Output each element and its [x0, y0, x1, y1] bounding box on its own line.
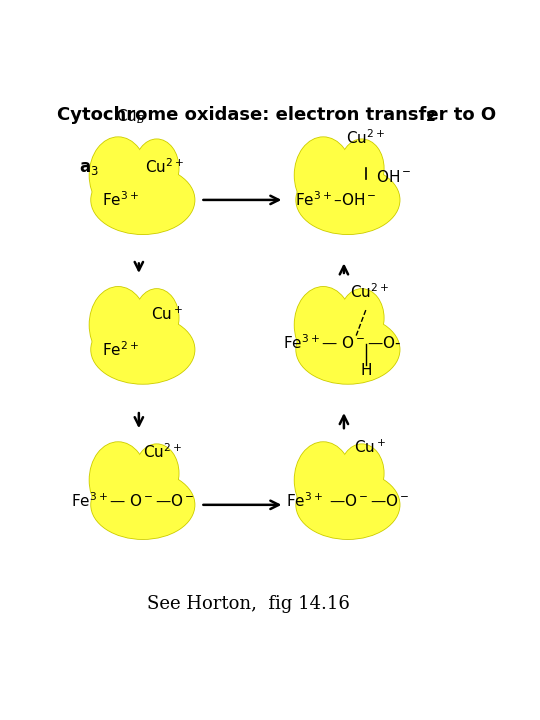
- Circle shape: [135, 140, 179, 197]
- Circle shape: [135, 289, 179, 347]
- Circle shape: [90, 138, 147, 213]
- Ellipse shape: [91, 471, 194, 539]
- Circle shape: [135, 289, 179, 347]
- Circle shape: [135, 444, 179, 503]
- Text: Cu$_B$: Cu$_B$: [116, 107, 145, 126]
- Ellipse shape: [91, 166, 194, 234]
- Text: Fe$^{2+}$: Fe$^{2+}$: [103, 341, 139, 359]
- Ellipse shape: [91, 166, 194, 234]
- Ellipse shape: [296, 315, 400, 384]
- Circle shape: [295, 287, 352, 363]
- Circle shape: [295, 287, 352, 363]
- Circle shape: [90, 442, 147, 518]
- Text: Cu$^+$: Cu$^+$: [354, 438, 386, 456]
- Circle shape: [90, 287, 147, 363]
- Text: H: H: [360, 363, 372, 378]
- Text: Fe$^{3+}$— O$^-$—O-: Fe$^{3+}$— O$^-$—O-: [283, 333, 401, 352]
- Text: Cytochrome oxidase: electron transfer to O: Cytochrome oxidase: electron transfer to…: [57, 106, 496, 124]
- Text: Cu$^{2+}$: Cu$^{2+}$: [145, 158, 184, 176]
- Circle shape: [295, 138, 352, 213]
- Text: Cu$^{2+}$: Cu$^{2+}$: [143, 442, 183, 461]
- Circle shape: [295, 138, 352, 213]
- Text: Fe$^{3+}$: Fe$^{3+}$: [103, 191, 139, 210]
- Ellipse shape: [296, 166, 400, 234]
- Text: OH$^-$: OH$^-$: [376, 169, 411, 185]
- Circle shape: [295, 442, 352, 518]
- Text: Fe$^{3+}$ —O$^-$—O$^-$: Fe$^{3+}$ —O$^-$—O$^-$: [286, 492, 410, 510]
- Text: Cu$^{2+}$: Cu$^{2+}$: [350, 282, 389, 301]
- Circle shape: [340, 289, 384, 347]
- Ellipse shape: [91, 315, 194, 384]
- Text: 2: 2: [426, 109, 435, 124]
- Text: Fe$^{3+}$— O$^-$—O$^-$: Fe$^{3+}$— O$^-$—O$^-$: [71, 492, 195, 510]
- Text: $\mathbf{a}_3$: $\mathbf{a}_3$: [79, 159, 99, 177]
- Circle shape: [340, 140, 384, 197]
- Circle shape: [295, 442, 352, 518]
- Ellipse shape: [296, 471, 400, 539]
- Ellipse shape: [91, 471, 194, 539]
- Text: Cu$^+$: Cu$^+$: [151, 306, 183, 323]
- Ellipse shape: [296, 315, 400, 384]
- Circle shape: [90, 138, 147, 213]
- Ellipse shape: [296, 166, 400, 234]
- Text: Fe$^{3+}$–OH$^-$: Fe$^{3+}$–OH$^-$: [295, 191, 377, 210]
- Circle shape: [340, 444, 384, 503]
- Ellipse shape: [91, 315, 194, 384]
- Circle shape: [90, 442, 147, 518]
- Circle shape: [340, 140, 384, 197]
- Circle shape: [340, 444, 384, 503]
- Circle shape: [135, 140, 179, 197]
- Circle shape: [340, 289, 384, 347]
- Circle shape: [90, 287, 147, 363]
- Circle shape: [135, 444, 179, 503]
- Text: Cu$^{2+}$: Cu$^{2+}$: [346, 129, 386, 148]
- Text: See Horton,  fig 14.16: See Horton, fig 14.16: [147, 595, 350, 613]
- Ellipse shape: [296, 471, 400, 539]
